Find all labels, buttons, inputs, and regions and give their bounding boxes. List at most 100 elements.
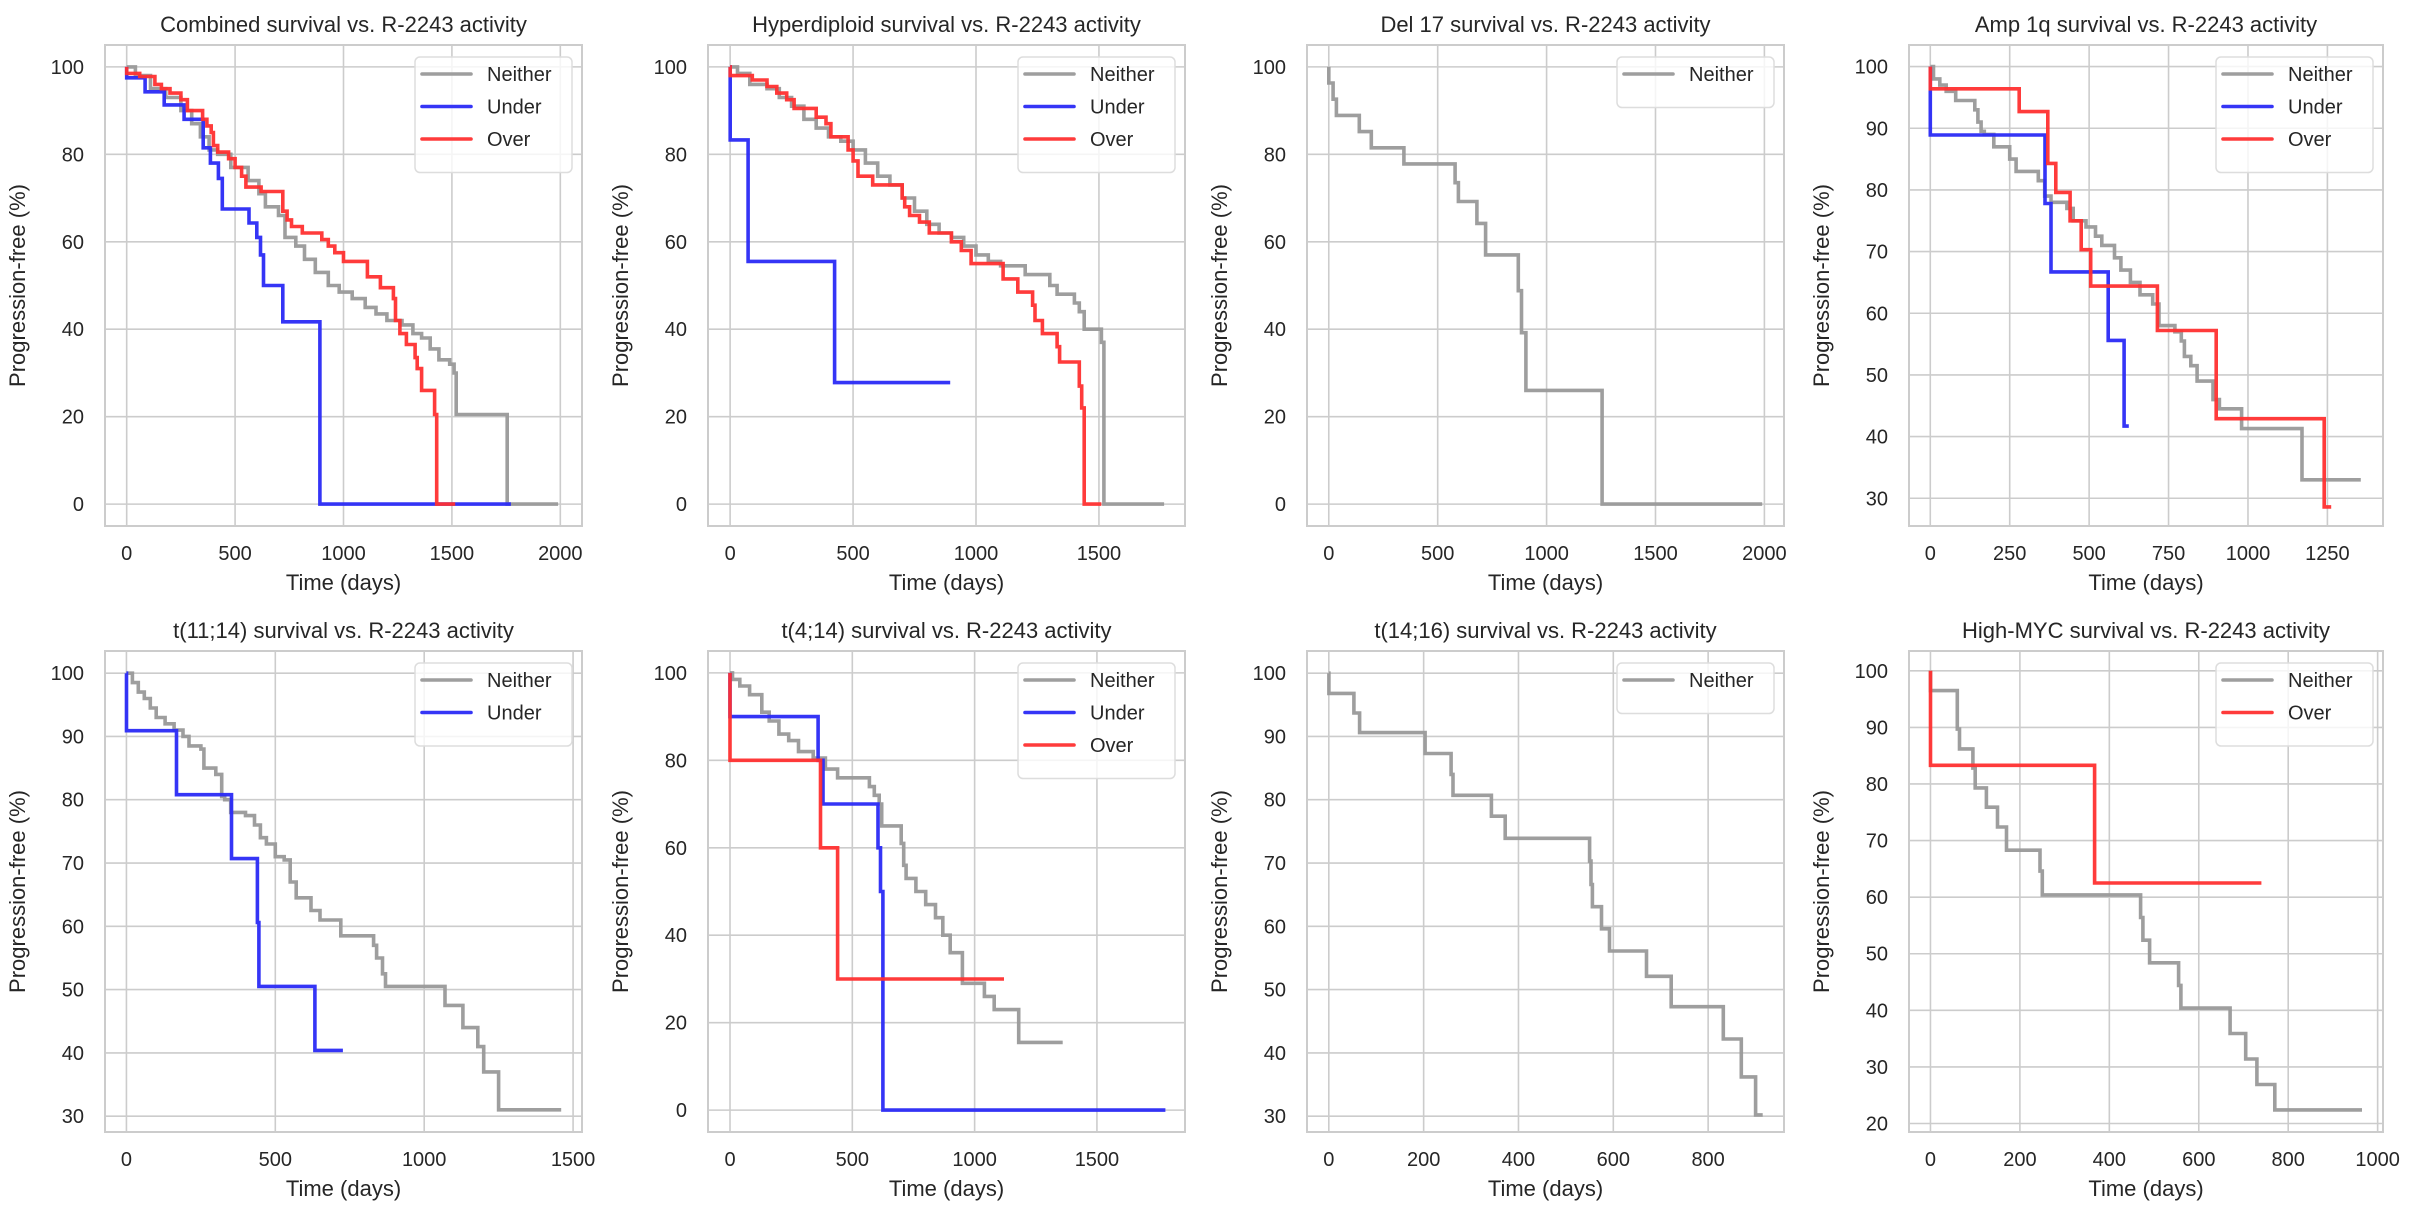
legend-box bbox=[2215, 662, 2374, 747]
x-tick-label: 250 bbox=[1993, 543, 2026, 565]
x-axis-label: Time (days) bbox=[286, 570, 401, 595]
y-tick-label: 40 bbox=[1866, 1000, 1888, 1022]
y-tick-label: 80 bbox=[665, 144, 687, 166]
chart-panel-6: 0 500 1000 1500 0 20 40 60 80 100 t(4;14) survival… bbox=[608, 618, 1186, 1201]
y-tick-label: 60 bbox=[62, 916, 84, 938]
chart-title: t(4;14) survival vs. R-2243 activity bbox=[781, 618, 1111, 643]
y-tick-label: 60 bbox=[62, 232, 84, 254]
legend-item-neither[interactable]: Neither bbox=[2221, 64, 2353, 86]
curve-over bbox=[1928, 66, 2332, 509]
y-tick-label: 50 bbox=[1866, 365, 1888, 387]
legend-item-neither[interactable]: Neither bbox=[1023, 64, 1155, 86]
curve-neither bbox=[730, 671, 1063, 1045]
x-tick-label: 800 bbox=[2272, 1149, 2305, 1171]
y-tick-label: 40 bbox=[1264, 1043, 1286, 1065]
x-tick-label: 2000 bbox=[1742, 543, 1787, 565]
legend-item-over[interactable]: Over bbox=[1023, 129, 1134, 151]
legend-item-neither[interactable]: Neither bbox=[420, 670, 552, 692]
x-tick-label: 0 bbox=[121, 543, 132, 565]
y-axis-label: Progression-free (%) bbox=[1809, 790, 1834, 993]
chart-panel-2: 0 500 1000 1500 0 20 40 60 80 100 Hyperdiploid sur… bbox=[608, 12, 1186, 595]
x-tick-label: 0 bbox=[1925, 1149, 1936, 1171]
legend-label: Over bbox=[487, 129, 531, 151]
legend: Neither Under bbox=[414, 662, 573, 747]
survival-curves bbox=[1928, 64, 2361, 509]
y-tick-label: 20 bbox=[1264, 407, 1286, 429]
legend-item-neither[interactable]: Neither bbox=[1622, 670, 1754, 692]
y-tick-label: 100 bbox=[51, 57, 84, 79]
legend-item-neither[interactable]: Neither bbox=[1023, 670, 1155, 692]
x-tick-label: 0 bbox=[1323, 543, 1334, 565]
legend-item-under[interactable]: Under bbox=[420, 97, 542, 119]
y-tick-label: 80 bbox=[1264, 790, 1286, 812]
survival-curves bbox=[1327, 66, 1763, 506]
y-tick-label: 80 bbox=[1264, 144, 1286, 166]
y-tick-label: 80 bbox=[665, 750, 687, 772]
y-tick-label: 90 bbox=[62, 726, 84, 748]
legend-item-over[interactable]: Over bbox=[2221, 129, 2332, 151]
y-tick-label: 50 bbox=[62, 980, 84, 1002]
legend: Neither Over bbox=[2215, 662, 2374, 747]
legend-item-neither[interactable]: Neither bbox=[2221, 670, 2353, 692]
legend-label: Neither bbox=[2288, 670, 2353, 692]
axes-frame bbox=[707, 44, 1186, 527]
x-tick-label: 200 bbox=[1407, 1149, 1440, 1171]
curve-over bbox=[728, 672, 1004, 981]
y-tick-label: 30 bbox=[62, 1106, 84, 1128]
legend-label: Over bbox=[2288, 703, 2332, 725]
legend-item-over[interactable]: Over bbox=[1023, 735, 1134, 757]
legend-item-under[interactable]: Under bbox=[1023, 703, 1145, 725]
x-axis-label: Time (days) bbox=[2088, 1176, 2203, 1201]
y-tick-label: 100 bbox=[654, 57, 687, 79]
legend-item-under[interactable]: Under bbox=[2221, 97, 2343, 119]
legend-box bbox=[414, 56, 573, 174]
legend-label: Neither bbox=[1689, 670, 1754, 692]
y-tick-label: 50 bbox=[1264, 980, 1286, 1002]
chart-title: Hyperdiploid survival vs. R-2243 activit… bbox=[752, 12, 1141, 37]
y-tick-label: 80 bbox=[62, 790, 84, 812]
y-tick-label: 20 bbox=[665, 1013, 687, 1035]
x-tick-label: 500 bbox=[836, 543, 869, 565]
y-tick-label: 40 bbox=[62, 319, 84, 341]
legend-item-under[interactable]: Under bbox=[420, 703, 542, 725]
legend-label: Over bbox=[2288, 129, 2332, 151]
legend-item-over[interactable]: Over bbox=[420, 129, 531, 151]
legend-label: Neither bbox=[1090, 670, 1155, 692]
x-tick-label: 1500 bbox=[1075, 1149, 1120, 1171]
legend-item-neither[interactable]: Neither bbox=[420, 64, 552, 86]
chart-title: t(11;14) survival vs. R-2243 activity bbox=[173, 618, 514, 643]
y-tick-label: 100 bbox=[51, 663, 84, 685]
legend-label: Neither bbox=[1689, 64, 1754, 86]
y-tick-label: 80 bbox=[62, 144, 84, 166]
y-tick-label: 60 bbox=[1264, 232, 1286, 254]
x-tick-label: 750 bbox=[2152, 543, 2185, 565]
x-tick-label: 200 bbox=[2003, 1149, 2036, 1171]
gridlines bbox=[1307, 651, 1784, 1132]
legend-label: Over bbox=[1090, 735, 1134, 757]
y-tick-label: 0 bbox=[1275, 494, 1286, 516]
x-axis-label: Time (days) bbox=[2088, 570, 2203, 595]
legend-box bbox=[1616, 662, 1775, 715]
x-tick-label: 400 bbox=[1502, 1149, 1535, 1171]
y-tick-label: 0 bbox=[676, 1100, 687, 1122]
curve-under bbox=[124, 671, 343, 1053]
axes-frame bbox=[1908, 44, 2384, 527]
x-tick-label: 0 bbox=[725, 543, 736, 565]
chart-panel-8: 0 200 400 600 800 1000 20 30 40 50 60 70 80 90 100 High… bbox=[1809, 618, 2400, 1201]
x-tick-label: 500 bbox=[2072, 543, 2105, 565]
axes-frame bbox=[104, 650, 583, 1133]
legend: Neither bbox=[1616, 56, 1775, 109]
curve-neither bbox=[126, 65, 559, 506]
y-tick-label: 40 bbox=[1866, 427, 1888, 449]
y-tick-label: 90 bbox=[1264, 726, 1286, 748]
y-axis-label: Progression-free (%) bbox=[5, 790, 30, 993]
survival-curves bbox=[1928, 670, 2362, 1112]
legend-item-neither[interactable]: Neither bbox=[1622, 64, 1754, 86]
legend-item-under[interactable]: Under bbox=[1023, 97, 1145, 119]
chart-title: High-MYC survival vs. R-2243 activity bbox=[1962, 618, 2330, 643]
legend-item-over[interactable]: Over bbox=[2221, 703, 2332, 725]
y-tick-label: 30 bbox=[1866, 488, 1888, 510]
chart-title: t(14;16) survival vs. R-2243 activity bbox=[1374, 618, 1716, 643]
legend-box bbox=[1017, 662, 1176, 780]
